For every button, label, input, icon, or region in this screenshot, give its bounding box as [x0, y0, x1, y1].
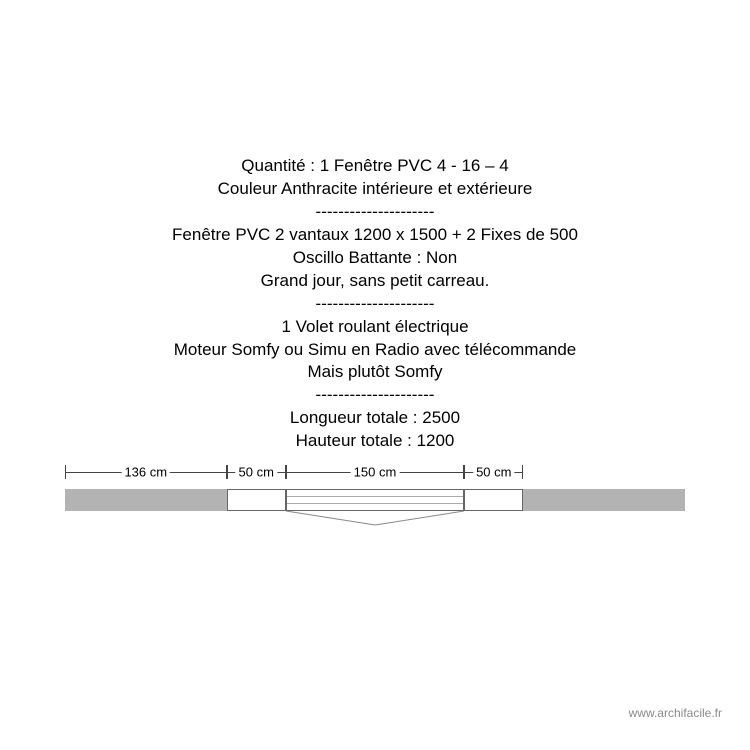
watermark: www.archifacile.fr [629, 706, 722, 720]
separator-2: --------------------- [0, 293, 750, 316]
dimension-label: 50 cm [473, 466, 514, 479]
dimension-3: 50 cm [464, 465, 523, 479]
segment-wall [65, 489, 227, 511]
separator-1: --------------------- [0, 201, 750, 224]
separator-3: --------------------- [0, 384, 750, 407]
dimension-1: 50 cm [227, 465, 286, 479]
window-pane [287, 497, 463, 504]
spec-line-1: Quantité : 1 Fenêtre PVC 4 - 16 – 4 [0, 155, 750, 178]
wall-row [65, 489, 685, 511]
plan-diagram: 136 cm 50 cm 150 cm 50 cm [65, 465, 685, 531]
spec-text-block: Quantité : 1 Fenêtre PVC 4 - 16 – 4 Coul… [0, 155, 750, 453]
spec-line-3: Fenêtre PVC 2 vantaux 1200 x 1500 + 2 Fi… [0, 224, 750, 247]
dimension-label: 50 cm [236, 466, 277, 479]
segment-open [464, 489, 523, 511]
window-pane [287, 490, 463, 497]
spec-line-10: Hauteur totale : 1200 [0, 430, 750, 453]
spec-line-2: Couleur Anthracite intérieure et extérie… [0, 178, 750, 201]
spec-line-6: 1 Volet roulant électrique [0, 316, 750, 339]
segment-open [227, 489, 286, 511]
dimension-2: 150 cm [286, 465, 464, 479]
dimension-row: 136 cm 50 cm 150 cm 50 cm [65, 465, 685, 487]
segment-wall [523, 489, 685, 511]
spec-line-5: Grand jour, sans petit carreau. [0, 270, 750, 293]
window-pane [287, 504, 463, 510]
spec-line-4: Oscillo Battante : Non [0, 247, 750, 270]
dimension-label: 136 cm [121, 466, 170, 479]
segment-open-mid [286, 489, 464, 511]
spec-line-9: Longueur totale : 2500 [0, 407, 750, 430]
dimension-0: 136 cm [65, 465, 227, 479]
spec-line-8: Mais plutôt Somfy [0, 361, 750, 384]
dimension-label: 150 cm [351, 466, 400, 479]
spec-line-7: Moteur Somfy ou Simu en Radio avec téléc… [0, 339, 750, 362]
window-swing [65, 511, 685, 531]
